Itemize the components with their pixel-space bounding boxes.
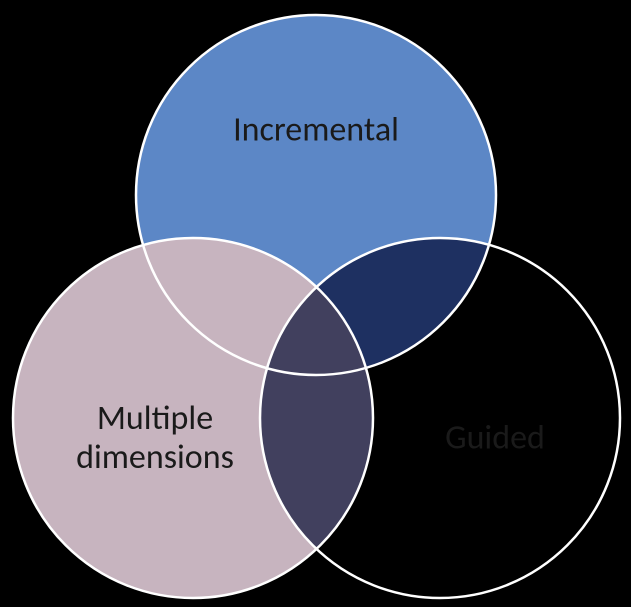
venn-diagram: Incremental Multiple dimensions Guided (0, 0, 631, 607)
venn-svg (0, 0, 631, 607)
venn-label-bottom-right: Guided (445, 418, 545, 457)
venn-label-top: Incremental (233, 110, 399, 149)
venn-label-bottom-left: Multiple dimensions (76, 399, 234, 477)
venn-circle-bottom-right (260, 238, 620, 598)
